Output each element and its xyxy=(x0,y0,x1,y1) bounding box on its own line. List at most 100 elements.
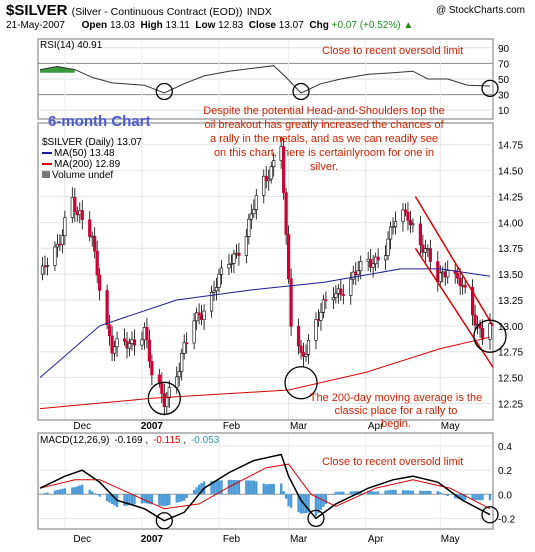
chart-title: 6-month Chart xyxy=(48,113,151,130)
candle-body xyxy=(165,397,169,408)
price-circled-lows xyxy=(147,319,507,415)
candle-body xyxy=(185,342,189,345)
candle-body xyxy=(456,273,460,279)
legend-main: $SILVER (Daily) 13.07 xyxy=(42,137,142,148)
macd-hist-bar xyxy=(158,494,161,506)
macd-legend-prefix: MACD(12,26,9) xyxy=(40,435,109,446)
macd-hist-bar xyxy=(78,485,81,495)
price-x-label: Apr xyxy=(368,421,384,432)
macd-hist-bar xyxy=(195,487,198,495)
candle-body xyxy=(209,292,214,312)
legend-ma200: MA(200) 12.89 xyxy=(54,159,121,170)
macd-hist-bar xyxy=(230,479,233,495)
macd-hist-bar xyxy=(270,483,273,495)
macd-hist-bar xyxy=(342,491,345,495)
candle-body xyxy=(63,217,67,236)
macd-hist-bar xyxy=(182,494,186,501)
macd-hist-bar xyxy=(185,494,188,498)
rsi-y-tick: 90 xyxy=(498,44,510,55)
macd-hist-bar xyxy=(175,494,178,503)
macd-hist-bar xyxy=(133,494,136,505)
price-x-label: Mar xyxy=(290,421,308,432)
candle-body xyxy=(411,223,415,226)
macd-line xyxy=(39,453,491,522)
candle-body xyxy=(160,382,164,394)
macd-hist-bar xyxy=(200,483,203,495)
chg-label: Chg xyxy=(309,20,329,31)
candle-body xyxy=(157,374,161,383)
macd-hist-bar xyxy=(339,491,343,495)
candle-body xyxy=(334,293,338,298)
macd-legend-macd: -0.169 xyxy=(114,435,143,446)
macd-hist-bar xyxy=(319,494,323,510)
macd-low-circle xyxy=(155,512,173,530)
candle-body xyxy=(418,223,422,246)
candle-body xyxy=(254,195,258,210)
macd-annotation: Close to recent oversold limit xyxy=(322,456,463,468)
macd-hist-bar xyxy=(46,492,49,495)
candle-body xyxy=(252,209,256,215)
candle-body xyxy=(408,220,413,226)
high-value: 13.11 xyxy=(165,20,190,31)
candle-body xyxy=(247,218,251,237)
price-panel: 6-month Chart Despite the potential Head… xyxy=(37,105,523,432)
ma200-line xyxy=(39,336,491,410)
open-label: Open xyxy=(81,20,108,31)
price-y-tick: 14.50 xyxy=(498,167,523,178)
macd-y-tick: -0.2 xyxy=(498,514,516,525)
macd-legend-signal: -0.115 xyxy=(153,435,181,446)
macd-x-label: 2007 xyxy=(141,534,164,545)
close-value: 13.07 xyxy=(278,20,304,31)
candle-body xyxy=(197,312,201,316)
close-label: Close xyxy=(248,20,276,31)
macd-hist-bar xyxy=(110,494,114,505)
price-x-label: May xyxy=(441,421,460,432)
candle-body xyxy=(105,290,109,326)
macd-panel: MACD(12,26,9) -0.169 , -0.115 , -0.053 C… xyxy=(37,432,516,545)
macd-y-axis: 0.4 0.2 0.0 -0.2 xyxy=(498,442,516,525)
candle-body xyxy=(369,258,373,268)
macd-hist-bar xyxy=(404,490,407,495)
macd-hist-bar xyxy=(444,494,447,495)
candle-body xyxy=(53,246,57,266)
candle-body xyxy=(177,371,181,378)
candle-body xyxy=(423,248,427,253)
candle-body xyxy=(232,253,236,264)
candle-body xyxy=(438,272,442,282)
macd-hist-bar xyxy=(215,480,218,495)
candle-body xyxy=(212,290,216,293)
price-y-tick: 12.25 xyxy=(498,399,523,410)
candle-body xyxy=(45,265,50,267)
price-x-label: Dec xyxy=(73,421,91,432)
macd-hist-bar xyxy=(148,494,151,504)
candle-body xyxy=(306,340,311,355)
open-value: 13.03 xyxy=(109,20,135,31)
macd-hist-bar xyxy=(352,491,355,495)
candle-body xyxy=(145,326,149,341)
price-y-tick: 13.75 xyxy=(498,244,523,255)
macd-hist-bar xyxy=(43,493,47,495)
candle-body xyxy=(319,312,323,321)
low-label: Low xyxy=(195,20,216,31)
macd-x-label: Feb xyxy=(223,534,241,545)
candle-body xyxy=(127,343,132,349)
macd-hist-bar xyxy=(265,484,268,495)
macd-hist-bar xyxy=(232,479,236,495)
macd-hist-bar xyxy=(91,491,94,495)
candle-body xyxy=(80,210,84,221)
rsi-y-axis: 90 70 50 30 10 xyxy=(498,44,510,117)
candle-body xyxy=(406,211,410,221)
macd-hist-bar xyxy=(105,494,109,502)
macd-legend: MACD(12,26,9) -0.169 , -0.115 , -0.053 xyxy=(40,435,220,446)
macd-hist-bar xyxy=(272,483,275,495)
macd-x-label: May xyxy=(441,534,460,545)
macd-y-tick: 0.2 xyxy=(498,466,512,477)
macd-hist-bar xyxy=(95,494,99,495)
macd-hist-bar xyxy=(145,494,149,504)
price-x-label: Feb xyxy=(223,421,241,432)
candle-body xyxy=(376,256,380,261)
candle-body xyxy=(110,335,114,354)
macd-hist-bar xyxy=(61,488,64,495)
channel-upper-line xyxy=(414,196,494,327)
macd-y-tick: 0.0 xyxy=(498,490,512,501)
